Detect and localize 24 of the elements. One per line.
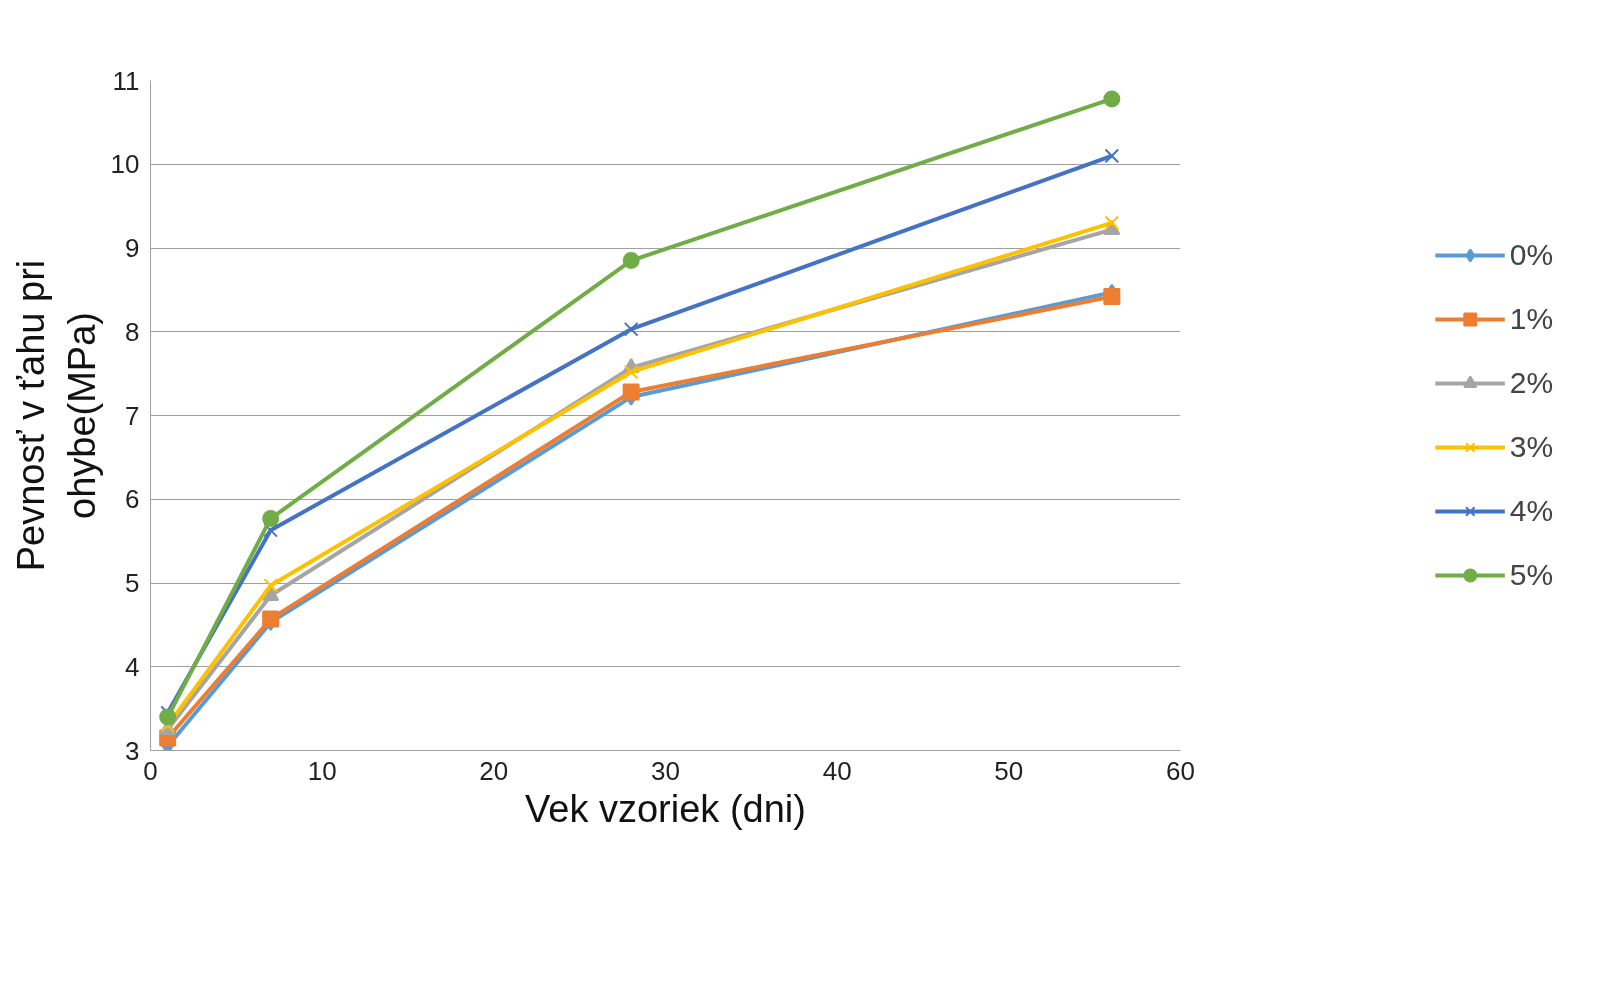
x-tick-label: 0	[143, 755, 158, 786]
legend-label: 4%	[1509, 494, 1554, 528]
x-tick-label: 40	[822, 755, 852, 786]
x-tick-label: 20	[479, 755, 509, 786]
y-tick-label: 4	[125, 651, 140, 682]
y-tick-label: 3	[125, 735, 140, 766]
x-tick-label: 50	[994, 755, 1024, 786]
y-tick-label: 10	[110, 149, 140, 180]
y-tick-label: 11	[112, 65, 140, 96]
x-tick-label: 30	[651, 755, 680, 786]
y-axis-title: Pevnosť v ťahu pri ohybe(MPa)	[10, 259, 103, 572]
y-tick-label: 8	[125, 316, 140, 347]
y-tick-label: 9	[125, 233, 140, 263]
legend-label: 1%	[1509, 302, 1554, 336]
x-tick-label: 10	[307, 755, 337, 786]
y-tick-label: 6	[125, 484, 140, 515]
legend-label: 3%	[1509, 430, 1554, 464]
y-tick-label: 5	[125, 568, 140, 598]
x-axis-title: Vek vzoriek (dni)	[525, 787, 806, 830]
x-tick-label: 60	[1166, 755, 1195, 786]
legend-label: 2%	[1509, 366, 1554, 400]
legend-label: 5%	[1509, 558, 1554, 592]
y-tick-label: 7	[125, 400, 140, 431]
legend-label: 0%	[1509, 238, 1554, 272]
